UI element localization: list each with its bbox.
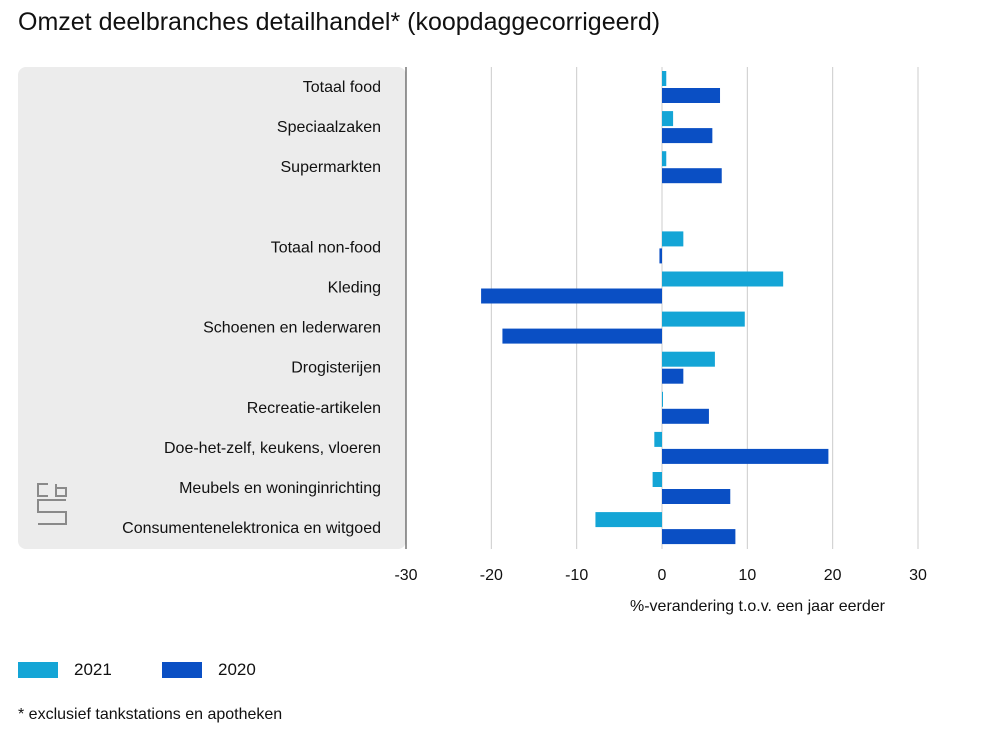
x-tick-label: 30 bbox=[909, 567, 927, 584]
footnote: * exclusief tankstations en apotheken bbox=[18, 706, 283, 723]
category-label: Supermarkten bbox=[281, 159, 382, 176]
x-tick-label: 20 bbox=[824, 567, 842, 584]
bar-2020 bbox=[502, 328, 662, 344]
category-label: Totaal non-food bbox=[271, 239, 381, 256]
bar-2020 bbox=[662, 128, 713, 144]
bar-2021 bbox=[662, 71, 667, 86]
legend-swatch-2020 bbox=[162, 662, 202, 678]
x-tick-label: -20 bbox=[480, 567, 503, 584]
legend-swatch-2021 bbox=[18, 662, 58, 678]
category-label: Totaal food bbox=[303, 79, 381, 96]
x-tick-label: 0 bbox=[658, 567, 667, 584]
cbs-logo-icon bbox=[37, 483, 67, 525]
bar-2021 bbox=[652, 472, 662, 487]
category-label: Consumentenelektronica en witgoed bbox=[122, 520, 381, 537]
legend-item-2020: 2020 bbox=[162, 660, 256, 680]
bar-2021 bbox=[662, 271, 784, 287]
bar-2020 bbox=[662, 88, 721, 103]
bar-2020 bbox=[662, 489, 731, 504]
bar-2020 bbox=[659, 248, 662, 264]
bars bbox=[481, 71, 829, 545]
bar-2021 bbox=[662, 311, 745, 327]
bar-2021 bbox=[595, 512, 662, 528]
category-label: Recreatie-artikelen bbox=[247, 400, 381, 417]
category-label: Speciaalzaken bbox=[277, 119, 381, 136]
bar-chart: Totaal food Speciaalzaken Supermarkten Tota… bbox=[18, 67, 927, 584]
bar-2021 bbox=[662, 351, 715, 367]
category-panel bbox=[18, 67, 406, 549]
x-tick-label: 10 bbox=[738, 567, 756, 584]
bar-2020 bbox=[481, 288, 662, 304]
category-label: Meubels en woninginrichting bbox=[179, 480, 381, 497]
category-labels: Totaal food Speciaalzaken Supermarkten Tota… bbox=[122, 79, 381, 537]
bar-2021 bbox=[662, 151, 667, 167]
bar-2020 bbox=[662, 448, 829, 464]
bar-2021 bbox=[662, 111, 674, 127]
category-label: Schoenen en lederwaren bbox=[203, 320, 381, 337]
x-tick-labels: -30 -20 -10 0 10 20 30 bbox=[394, 567, 927, 584]
category-label: Drogisterijen bbox=[291, 360, 381, 377]
category-label: Doe-het-zelf, keukens, vloeren bbox=[164, 440, 381, 457]
x-tick-label: -30 bbox=[394, 567, 417, 584]
x-tick-label: -10 bbox=[565, 567, 588, 584]
bar-2020 bbox=[662, 408, 709, 424]
x-axis-title: %-verandering t.o.v. een jaar eerder bbox=[630, 598, 885, 615]
bar-2021 bbox=[654, 431, 662, 447]
grid-lines bbox=[490, 67, 919, 549]
bar-2021 bbox=[662, 231, 684, 247]
legend-label-2021: 2021 bbox=[74, 660, 112, 679]
legend-item-2021: 2021 bbox=[18, 660, 112, 680]
category-label: Kleding bbox=[328, 280, 381, 297]
legend-label-2020: 2020 bbox=[218, 660, 256, 679]
bar-2020 bbox=[662, 529, 736, 545]
bar-2020 bbox=[662, 368, 684, 384]
bar-2020 bbox=[662, 168, 722, 184]
chart-title: Omzet deelbranches detailhandel* (koopda… bbox=[18, 8, 661, 36]
bar-2021 bbox=[662, 391, 663, 407]
